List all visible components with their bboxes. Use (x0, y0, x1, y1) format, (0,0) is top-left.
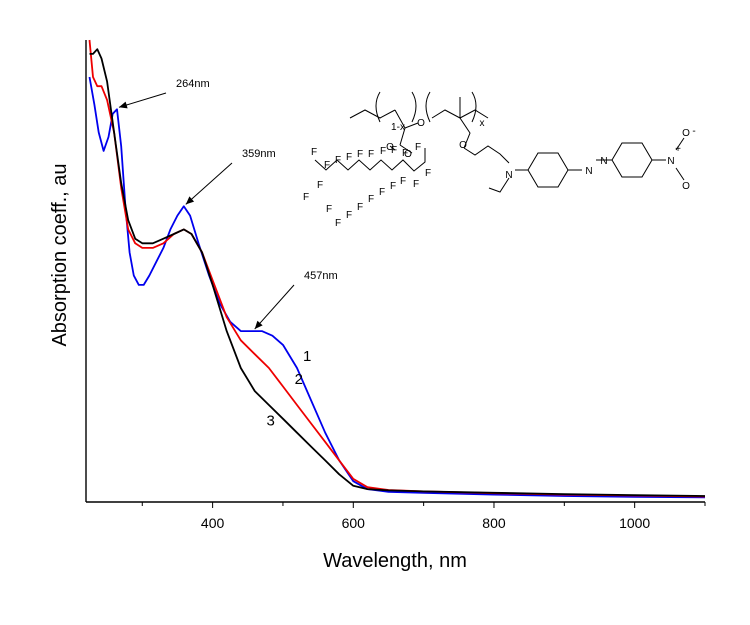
oxygen-atom: O (682, 128, 690, 139)
y-axis-title: Absorption coeff., au (49, 163, 71, 346)
fluorine-atom: F (357, 202, 363, 213)
x-tick-label: 1000 (619, 515, 650, 531)
series-line-3 (89, 48, 706, 497)
subscript-x: x (480, 118, 485, 129)
fluorine-atom: F (425, 168, 431, 179)
fluorine-atom: F (317, 180, 323, 191)
fluorine-atom: F (413, 179, 419, 190)
fluorine-atom: F (368, 194, 374, 205)
annotation-arrowhead (118, 101, 128, 109)
fluorine-atom: F (390, 181, 396, 192)
nitrogen-atom: N (505, 170, 512, 181)
nitrogen-atom: N (600, 156, 607, 167)
annotation-arrow-line (254, 284, 295, 330)
fluorine-atom: F (311, 147, 317, 158)
fluorine-atom: F (326, 204, 332, 215)
curve-number-label: 1 (303, 348, 311, 365)
annotation-arrow-line (118, 92, 167, 108)
nitro-minus-charge: - (692, 126, 695, 137)
nitrogen-atom: N (667, 156, 674, 167)
axes: 400 600 800 1000 (85, 40, 706, 531)
fluorine-atom: F (402, 148, 408, 159)
series-layer (88, 39, 706, 499)
fluorine-atom: F (379, 187, 385, 198)
oxygen-atom: O (404, 149, 412, 160)
annotation-arrowhead (185, 196, 195, 205)
series-line-2 (88, 39, 706, 498)
peak-annotation-label: 264nm (176, 78, 210, 90)
fluorine-atom: F (346, 210, 352, 221)
series-line-1 (88, 76, 706, 499)
annotation-arrow-line (185, 162, 233, 205)
fluorine-atom: F (400, 176, 406, 187)
oxygen-atom: O (417, 118, 425, 129)
peak-annotation-label: 457nm (304, 270, 338, 282)
x-axis-title: Wavelength, nm (323, 550, 467, 572)
oxygen-atom: O (459, 140, 467, 151)
x-tick-label: 400 (201, 515, 225, 531)
peak-annotation-label: 359nm (242, 148, 276, 160)
nitrogen-atom: N (585, 166, 592, 177)
fluorine-atom: F (335, 218, 341, 229)
annotation-arrowhead (254, 320, 263, 330)
subscript-1-x: 1-x (391, 122, 405, 133)
x-tick-label: 600 (342, 515, 366, 531)
oxygen-atom: O (386, 142, 394, 153)
nitro-plus-charge: + (675, 144, 681, 155)
curve-number-label: 2 (295, 371, 303, 388)
curve-number-label: 3 (266, 413, 274, 430)
oxygen-atom: O (682, 181, 690, 192)
fluorine-atom: F (357, 149, 363, 160)
fluorine-atom: F (346, 152, 352, 163)
curve-label-layer: 12 3 (266, 348, 311, 430)
x-tick-label: 800 (482, 515, 506, 531)
fluorine-atom: F (391, 145, 397, 156)
fluorine-atom: F (324, 160, 330, 171)
fluorine-atom: F (303, 192, 309, 203)
annotation-layer: 264nm 359nm 457nm (118, 78, 338, 330)
monomer-structure-diagram (314, 91, 685, 193)
fluorine-atom: F (335, 155, 341, 166)
fluorine-atom: F (415, 142, 421, 153)
fluorine-atom: F (368, 149, 374, 160)
fluorine-atom: F (380, 146, 386, 157)
